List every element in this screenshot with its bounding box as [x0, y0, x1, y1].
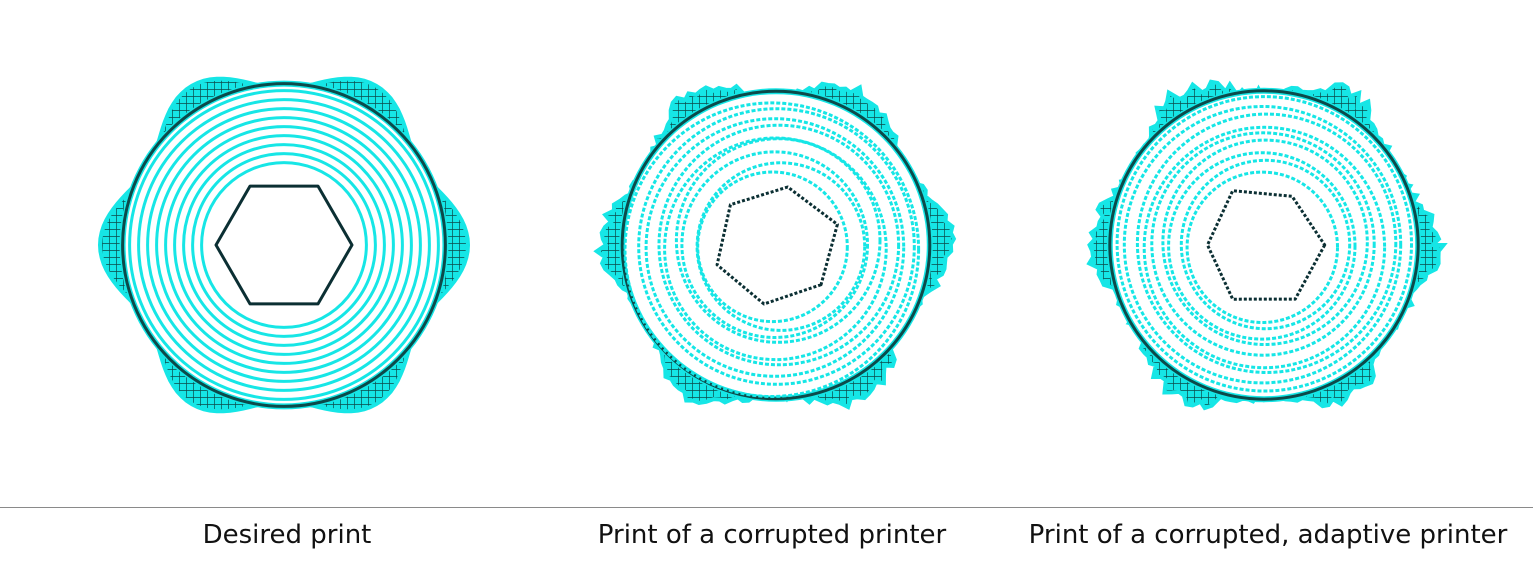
corrupted-print-drawing: [593, 81, 957, 410]
outer-ring-edge: [1108, 89, 1420, 401]
caption-adaptive-print: Print of a corrupted, adaptive printer: [1028, 520, 1508, 550]
infill-ring: [680, 150, 869, 339]
hexagon-hole: [1206, 189, 1327, 301]
hexagon-hole: [214, 184, 354, 306]
outer-ring-edge: [121, 82, 447, 408]
corrupted-print-figure: [566, 40, 986, 460]
infill-ring: [644, 117, 906, 378]
infill-ring: [200, 161, 368, 329]
infill-ring: [637, 107, 916, 386]
caption-divider: [0, 507, 1533, 508]
infill-ring: [663, 136, 888, 362]
infill-ring: [1135, 112, 1398, 374]
infill-ring: [1185, 170, 1339, 324]
infill-ring: [155, 116, 413, 374]
desired-print-drawing: [97, 76, 471, 414]
infill-ring: [1150, 131, 1376, 357]
infill-ring: [1115, 95, 1413, 393]
infill-ring: [1142, 125, 1387, 370]
caption-corrupted-print: Print of a corrupted printer: [597, 520, 947, 550]
infill-ring: [182, 143, 386, 347]
infill-ring: [695, 161, 867, 332]
infill-ring: [137, 98, 431, 392]
infill-ring: [657, 123, 901, 367]
infill-ring: [191, 152, 377, 338]
infill-ring: [696, 170, 849, 324]
infill-ring: [1179, 158, 1352, 331]
infill-ring: [1122, 105, 1403, 385]
infill-ring: [1167, 151, 1357, 341]
desired-print-figure: [74, 40, 494, 460]
adaptive-print-figure: [1054, 40, 1474, 460]
infill-ring: [164, 125, 404, 365]
infill-ring: [128, 89, 440, 401]
infill-ring: [623, 101, 921, 398]
hexagon-hole: [715, 185, 839, 306]
adaptive-print-drawing: [1086, 79, 1448, 411]
infill-ring: [674, 137, 882, 344]
infill-ring: [1161, 138, 1369, 346]
infill-ring: [146, 107, 422, 383]
caption-desired-print: Desired print: [202, 520, 372, 550]
infill-ring: [173, 134, 395, 356]
outer-ring-edge: [620, 89, 932, 401]
